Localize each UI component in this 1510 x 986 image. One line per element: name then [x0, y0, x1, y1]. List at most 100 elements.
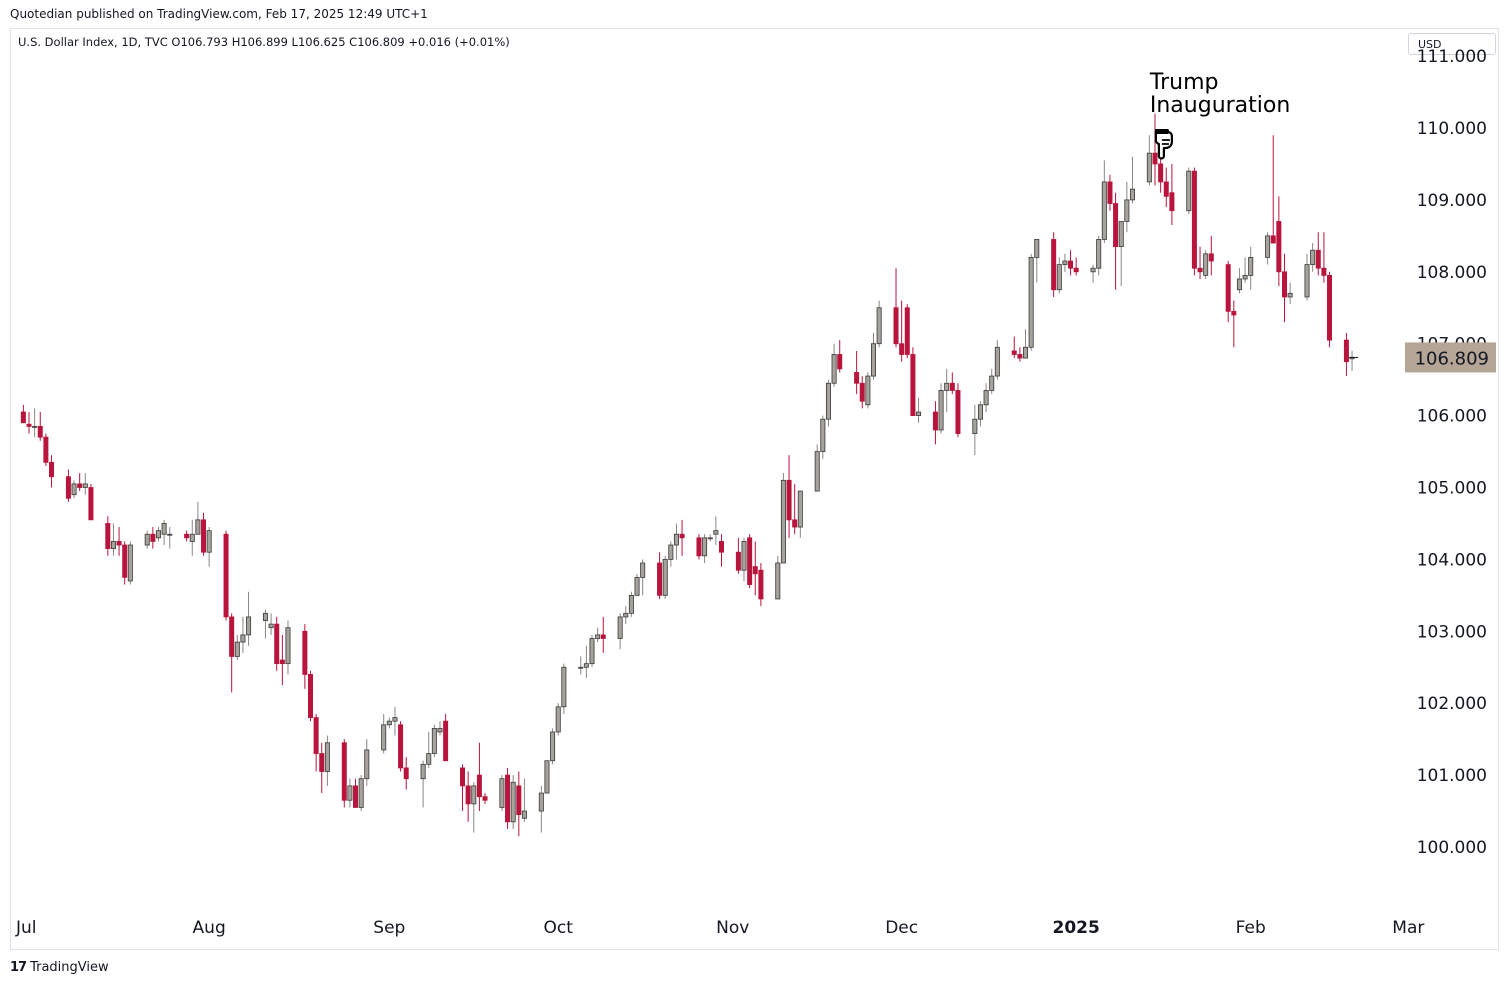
- candle[interactable]: [1276, 196, 1282, 287]
- candle[interactable]: [1034, 239, 1040, 283]
- candle[interactable]: [319, 742, 325, 794]
- candle[interactable]: [634, 573, 640, 596]
- candle[interactable]: [201, 512, 207, 556]
- candle[interactable]: [662, 555, 668, 599]
- candle[interactable]: [82, 473, 88, 495]
- candle[interactable]: [246, 591, 252, 646]
- candle[interactable]: [505, 767, 511, 830]
- candle[interactable]: [1208, 235, 1214, 276]
- candle[interactable]: [696, 534, 702, 560]
- candle[interactable]: [1169, 163, 1175, 226]
- candle[interactable]: [578, 656, 584, 675]
- candle[interactable]: [285, 620, 291, 675]
- candle[interactable]: [1343, 332, 1349, 377]
- candle[interactable]: [465, 771, 471, 822]
- candle[interactable]: [32, 408, 38, 438]
- candle[interactable]: [1017, 347, 1023, 362]
- candle[interactable]: [561, 663, 567, 714]
- candle[interactable]: [640, 559, 646, 596]
- candle[interactable]: [122, 541, 128, 585]
- candle[interactable]: [735, 537, 741, 574]
- candle[interactable]: [403, 757, 409, 790]
- candle[interactable]: [206, 527, 212, 567]
- candle[interactable]: [792, 483, 798, 535]
- candle[interactable]: [279, 634, 285, 686]
- candle[interactable]: [499, 775, 505, 812]
- candle[interactable]: [820, 415, 826, 459]
- candle[interactable]: [167, 527, 173, 549]
- candle[interactable]: [555, 703, 561, 736]
- candle[interactable]: [1281, 253, 1287, 323]
- candle[interactable]: [538, 785, 544, 833]
- candle[interactable]: [313, 713, 319, 772]
- candle[interactable]: [437, 721, 443, 736]
- candle[interactable]: [127, 541, 133, 585]
- candle[interactable]: [718, 534, 724, 567]
- candle[interactable]: [589, 634, 595, 668]
- candle[interactable]: [26, 412, 32, 434]
- candle[interactable]: [1101, 160, 1107, 244]
- candle[interactable]: [302, 624, 308, 689]
- candle[interactable]: [482, 793, 488, 804]
- candle[interactable]: [657, 552, 663, 599]
- candle[interactable]: [623, 606, 629, 625]
- candle[interactable]: [916, 397, 922, 423]
- candle[interactable]: [938, 383, 944, 434]
- candle[interactable]: [116, 527, 122, 556]
- candle[interactable]: [1349, 350, 1355, 372]
- time-axis[interactable]: Jul Aug Sep Oct Nov Dec 2025 Feb Mar: [15, 918, 1424, 938]
- candle[interactable]: [893, 268, 899, 348]
- candle[interactable]: [155, 527, 161, 542]
- candle[interactable]: [161, 519, 167, 546]
- candle[interactable]: [223, 530, 229, 621]
- candle[interactable]: [1231, 300, 1237, 348]
- candle[interactable]: [741, 537, 747, 581]
- candle[interactable]: [1124, 181, 1130, 233]
- candle[interactable]: [426, 731, 432, 768]
- candle[interactable]: [420, 760, 426, 808]
- candle[interactable]: [1146, 135, 1152, 186]
- candle[interactable]: [274, 616, 280, 671]
- candle[interactable]: [904, 304, 910, 359]
- candle[interactable]: [977, 401, 983, 427]
- candle[interactable]: [1236, 268, 1242, 294]
- candle[interactable]: [268, 613, 274, 635]
- candle[interactable]: [617, 613, 623, 650]
- candle[interactable]: [195, 501, 201, 535]
- candle[interactable]: [105, 516, 111, 556]
- candle[interactable]: [583, 645, 589, 679]
- candle[interactable]: [775, 555, 781, 600]
- candle[interactable]: [989, 368, 995, 395]
- candle[interactable]: [431, 724, 437, 758]
- candle[interactable]: [20, 404, 26, 424]
- candle[interactable]: [386, 717, 392, 729]
- candle[interactable]: [859, 376, 865, 409]
- candle[interactable]: [831, 343, 837, 387]
- candle[interactable]: [1304, 253, 1310, 301]
- candle[interactable]: [1152, 113, 1158, 186]
- candle[interactable]: [1265, 232, 1271, 265]
- candle[interactable]: [1327, 271, 1333, 348]
- candle[interactable]: [1270, 135, 1276, 244]
- candle[interactable]: [871, 332, 877, 380]
- candle[interactable]: [1011, 336, 1017, 359]
- candle[interactable]: [550, 728, 556, 765]
- candle[interactable]: [983, 383, 989, 413]
- price-axis[interactable]: 100.000 101.000 102.000 103.000 104.000 105.0…: [1417, 47, 1487, 858]
- candle[interactable]: [1203, 250, 1209, 279]
- candle[interactable]: [876, 300, 882, 348]
- candle[interactable]: [324, 735, 330, 786]
- candle[interactable]: [341, 739, 347, 808]
- candle[interactable]: [944, 368, 950, 413]
- candle[interactable]: [673, 523, 679, 560]
- candle[interactable]: [521, 778, 527, 822]
- candle[interactable]: [814, 444, 820, 492]
- candle[interactable]: [994, 340, 1000, 380]
- candle[interactable]: [544, 760, 550, 794]
- candle[interactable]: [797, 490, 803, 538]
- candle[interactable]: [240, 616, 246, 653]
- candle[interactable]: [1023, 329, 1029, 359]
- candle[interactable]: [234, 634, 240, 661]
- candle[interactable]: [1287, 282, 1293, 305]
- candle[interactable]: [1310, 243, 1316, 272]
